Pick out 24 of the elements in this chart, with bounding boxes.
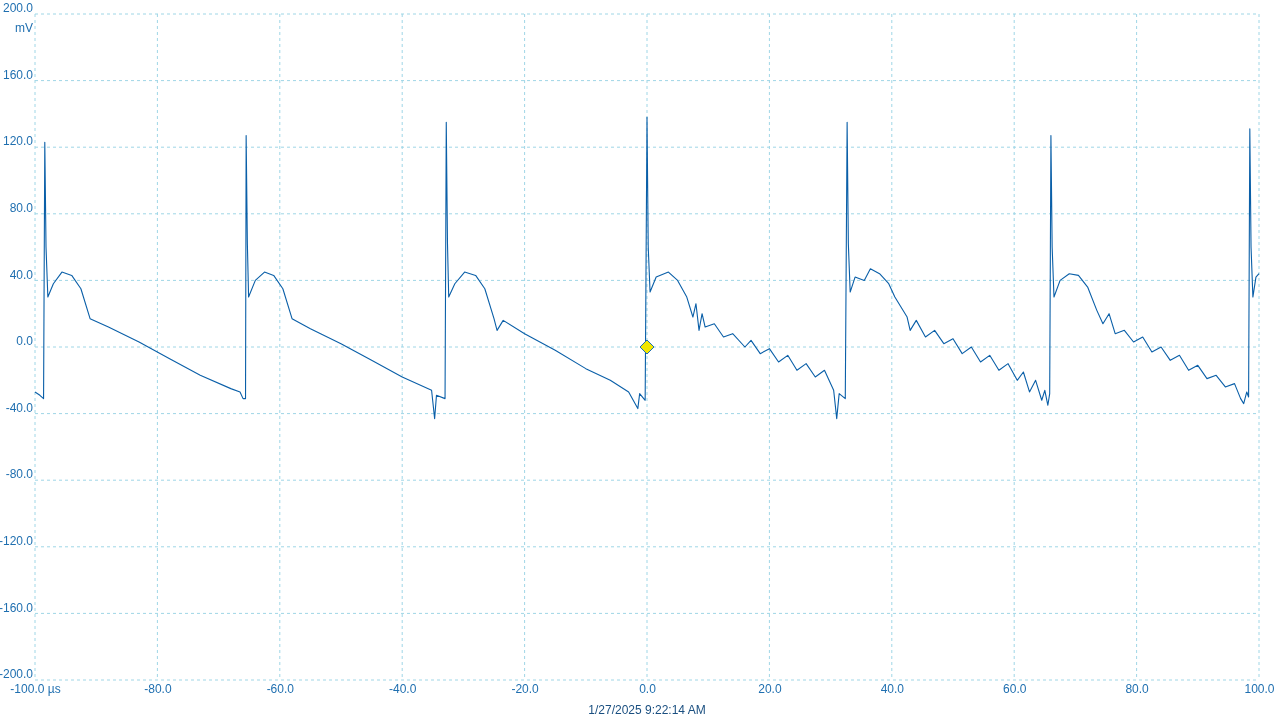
- y-tick-label: -40.0: [5, 400, 34, 415]
- x-tick-label: 20.0: [758, 681, 782, 696]
- x-tick-label: 80.0: [1125, 681, 1150, 696]
- x-tick-label: 0.0: [639, 681, 657, 696]
- x-tick-label: -100.0 µs: [10, 681, 61, 696]
- x-tick-label: 40.0: [880, 681, 905, 696]
- x-tick-label: 60.0: [1003, 681, 1027, 696]
- y-tick-label: 80.0: [9, 200, 34, 215]
- y-tick-label: 120.0: [2, 134, 34, 149]
- y-tick-label: -120.0: [0, 533, 34, 548]
- x-tick-label: -60.0: [266, 681, 295, 696]
- y-tick-label: 200.0: [2, 1, 34, 16]
- x-tick-label: -20.0: [511, 681, 540, 696]
- y-tick-label: -160.0: [0, 600, 34, 615]
- x-tick-label: -80.0: [144, 681, 172, 696]
- y-tick-label: -200.0: [0, 667, 34, 682]
- y-tick-label: 160.0: [2, 67, 34, 82]
- text: 1/27/2025 9:22:14 AM: [588, 703, 706, 717]
- x-tick-label: 100.0: [1244, 681, 1275, 696]
- y-tick-label: -80.0: [5, 467, 34, 482]
- y-axis-title: mV: [15, 21, 33, 35]
- x-tick-label: -40.0: [389, 681, 417, 696]
- y-tick-label: 40.0: [9, 267, 34, 282]
- y-tick-label: 0.0: [16, 334, 34, 349]
